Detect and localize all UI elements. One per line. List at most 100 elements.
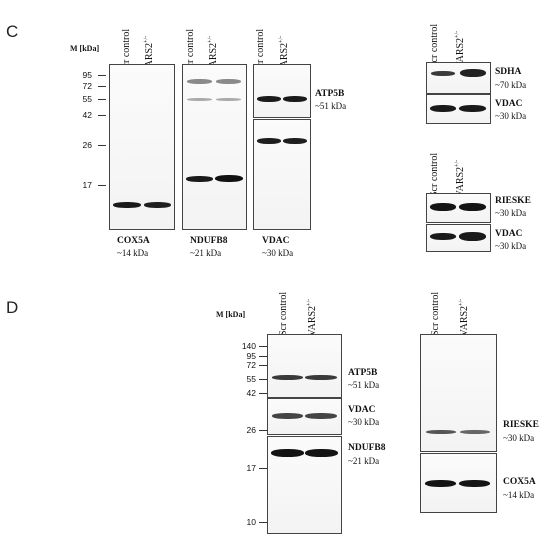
- blot-band: [216, 98, 241, 101]
- panel-c-mw-title: M [kDa]: [70, 44, 100, 53]
- panel-c-ndufb8-blot: [182, 64, 247, 230]
- marker-tick: [259, 379, 267, 380]
- blot-band: [272, 375, 303, 380]
- blot-band: [283, 96, 307, 102]
- panel-d-atp5b-size: ~51 kDa: [348, 380, 380, 390]
- blot-band: [460, 69, 486, 77]
- panel-c-atp5b-size: ~51 kDa: [315, 101, 347, 111]
- marker-tick: [259, 522, 267, 523]
- marker-tick: [259, 393, 267, 394]
- blot-band: [271, 449, 304, 457]
- marker-tick: [98, 99, 106, 100]
- panel-c-sdha-size: ~70 kDa: [495, 80, 527, 90]
- blot-band: [460, 430, 490, 434]
- panel-c-atp5b-blot: [253, 64, 311, 118]
- blot-band: [305, 449, 338, 457]
- panel-c-marker-55: 55: [82, 94, 92, 104]
- panel-d-rieske-size: ~30 kDa: [503, 433, 535, 443]
- blot-band: [431, 71, 455, 76]
- blot-band: [459, 203, 486, 211]
- panel-c-rieske-blot: [426, 193, 491, 223]
- panel-c-marker-72: 72: [82, 81, 92, 91]
- panel-d-mw-title: M [kDa]: [216, 310, 246, 319]
- panel-c-vdac-size: ~30 kDa: [262, 248, 294, 258]
- blot-band: [459, 232, 486, 241]
- panel-d-vdac-label: VDAC: [348, 405, 376, 415]
- blot-band: [305, 413, 337, 419]
- panel-c-marker-17: 17: [82, 180, 92, 190]
- panel-c-vdac-right1-blot: [426, 94, 491, 124]
- blot-band: [283, 138, 307, 144]
- panel-d-cox5a-label: COX5A: [503, 477, 536, 487]
- blot-band: [113, 202, 141, 208]
- marker-tick: [259, 468, 267, 469]
- blot-band: [215, 175, 243, 182]
- panel-c-marker-95: 95: [82, 70, 92, 80]
- marker-tick: [259, 365, 267, 366]
- panel-d-ndufb8-size: ~21 kDa: [348, 456, 380, 466]
- panel-c-vdac-right2-size: ~30 kDa: [495, 241, 527, 251]
- panel-c-vdac-right1-size: ~30 kDa: [495, 111, 527, 121]
- panel-d-marker-140: 140: [241, 341, 256, 351]
- panel-c-marker-26: 26: [82, 140, 92, 150]
- blot-band: [459, 105, 486, 112]
- panel-d-rieske-blot: [420, 334, 497, 452]
- blot-band: [430, 203, 456, 211]
- panel-d-marker-17: 17: [246, 463, 256, 473]
- blot-band: [430, 105, 456, 112]
- panel-c-right-lane-vars-2: VARS2+/-: [454, 159, 466, 198]
- marker-tick: [98, 86, 106, 87]
- panel-c-sdha-label: SDHA: [495, 67, 522, 77]
- panel-d-vdac-blot: [267, 398, 342, 435]
- marker-tick: [259, 356, 267, 357]
- panel-d-marker-95: 95: [246, 351, 256, 361]
- marker-tick: [259, 346, 267, 347]
- blot-band: [186, 176, 213, 182]
- panel-c-letter: C: [6, 22, 19, 41]
- panel-c-ndufb8-label: NDUFB8: [190, 236, 228, 246]
- blot-band: [257, 138, 281, 144]
- panel-c-vdac-right2-blot: [426, 224, 491, 252]
- panel-c-cox5a-size: ~14 kDa: [117, 248, 149, 258]
- panel-d-marker-10: 10: [246, 517, 256, 527]
- panel-c-right-lane-scr-2: Scr control: [429, 152, 440, 197]
- panel-d-atp5b-blot: [267, 334, 342, 398]
- panel-c-cox5a-label: COX5A: [117, 236, 150, 246]
- marker-tick: [98, 115, 106, 116]
- blot-band: [216, 79, 241, 84]
- panel-c-vdac-right1-label: VDAC: [495, 99, 523, 109]
- panel-c-ndufb8-size: ~21 kDa: [190, 248, 222, 258]
- panel-d-marker-72: 72: [246, 360, 256, 370]
- panel-d-right-lane-vars: VARS2+/-: [458, 298, 470, 337]
- blot-band: [430, 233, 456, 240]
- panel-d-cox5a-blot: [420, 453, 497, 513]
- blot-band: [459, 480, 490, 487]
- panel-c-vdac-blot: [253, 119, 311, 230]
- marker-tick: [98, 75, 106, 76]
- blot-band: [305, 375, 337, 380]
- panel-d-lane-vars-1: VARS2+/-: [306, 298, 318, 337]
- panel-d-cox5a-size: ~14 kDa: [503, 490, 535, 500]
- panel-d-atp5b-label: ATP5B: [348, 368, 378, 378]
- panel-d-marker-26: 26: [246, 425, 256, 435]
- panel-d-ndufb8-blot: [267, 436, 342, 534]
- blot-band: [257, 96, 281, 102]
- panel-c-atp5b-label: ATP5B: [315, 89, 345, 99]
- panel-d-right-lane-scr: Scr control: [430, 291, 441, 336]
- panel-d-marker-42: 42: [246, 388, 256, 398]
- blot-band: [187, 98, 212, 101]
- marker-tick: [98, 145, 106, 146]
- panel-d-letter: D: [6, 298, 19, 317]
- blot-band: [187, 79, 212, 84]
- panel-d-rieske-label: RIESKE: [503, 420, 539, 430]
- blot-band: [144, 202, 171, 208]
- panel-c-rieske-label: RIESKE: [495, 196, 531, 206]
- panel-d-ndufb8-label: NDUFB8: [348, 443, 386, 453]
- panel-d-lane-scr-1: Scr control: [278, 291, 289, 336]
- marker-tick: [259, 430, 267, 431]
- panel-c-sdha-blot: [426, 62, 491, 94]
- blot-band: [425, 480, 456, 487]
- panel-c-rieske-size: ~30 kDa: [495, 208, 527, 218]
- panel-c-vdac-label: VDAC: [262, 236, 290, 246]
- panel-d-marker-55: 55: [246, 374, 256, 384]
